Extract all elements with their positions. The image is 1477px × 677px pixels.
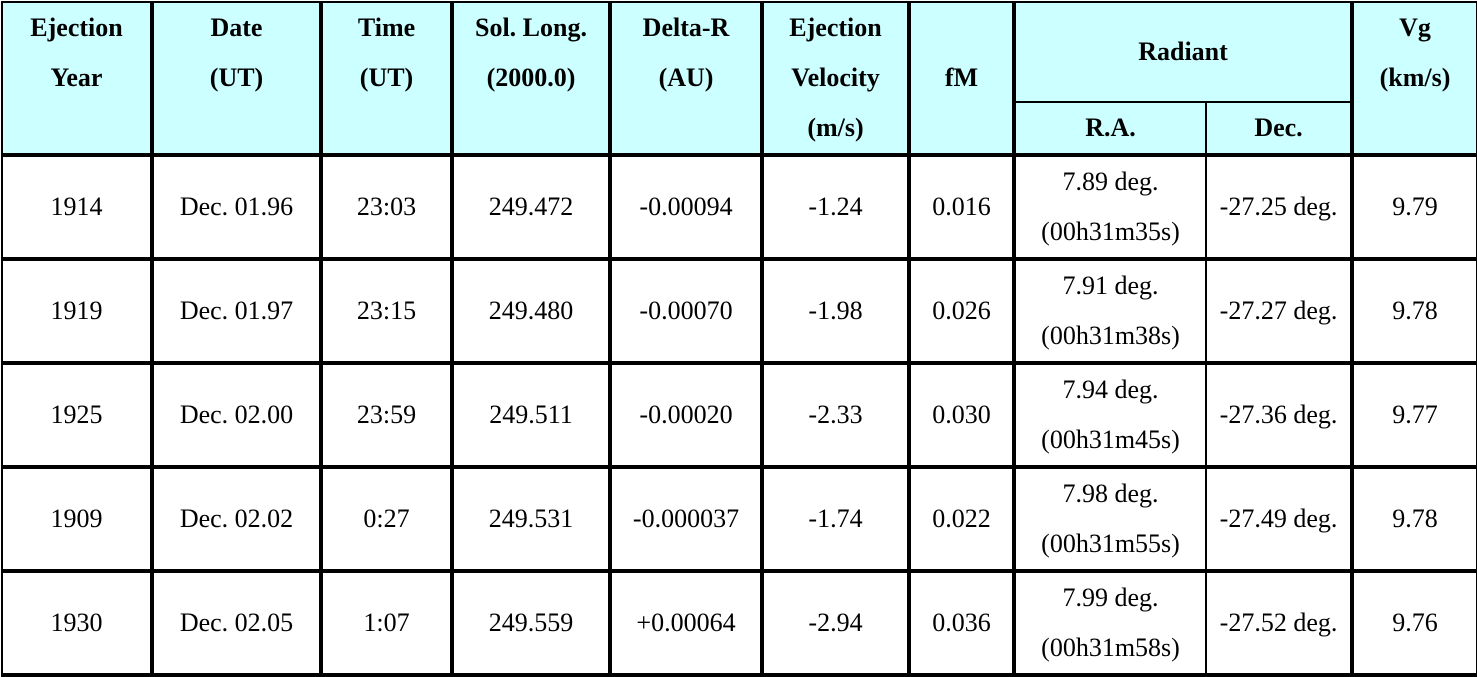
cell-velocity: -1.24 bbox=[761, 154, 911, 261]
cell-time: 23:15 bbox=[320, 258, 454, 365]
cell-dec: -27.52 deg. bbox=[1204, 570, 1355, 677]
table-row: 1919 Dec. 01.97 23:15 249.480 -0.00070 -… bbox=[1, 258, 1477, 365]
table-row: 1930 Dec. 02.05 1:07 249.559 +0.00064 -2… bbox=[1, 570, 1477, 677]
cell-sol-long: 249.511 bbox=[451, 362, 612, 469]
cell-time: 23:59 bbox=[320, 362, 454, 469]
header-ejection-velocity: Ejection Velocity (m/s) bbox=[761, 1, 911, 157]
cell-ra: 7.94 deg. (00h31m45s) bbox=[1013, 362, 1207, 469]
cell-fm: 0.036 bbox=[908, 570, 1016, 677]
cell-dec: -27.36 deg. bbox=[1204, 362, 1355, 469]
cell-date: Dec. 02.00 bbox=[151, 362, 323, 469]
cell-dec: -27.25 deg. bbox=[1204, 154, 1355, 261]
cell-ra: 7.99 deg. (00h31m58s) bbox=[1013, 570, 1207, 677]
cell-year: 1914 bbox=[1, 154, 154, 261]
cell-date: Dec. 02.05 bbox=[151, 570, 323, 677]
header-fm: fM bbox=[908, 1, 1016, 157]
header-sol-long: Sol. Long. (2000.0) bbox=[451, 1, 612, 157]
cell-ra: 7.89 deg. (00h31m35s) bbox=[1013, 154, 1207, 261]
cell-date: Dec. 02.02 bbox=[151, 466, 323, 573]
cell-sol-long: 249.472 bbox=[451, 154, 612, 261]
cell-velocity: -2.33 bbox=[761, 362, 911, 469]
cell-velocity: -2.94 bbox=[761, 570, 911, 677]
cell-date: Dec. 01.96 bbox=[151, 154, 323, 261]
cell-dec: -27.27 deg. bbox=[1204, 258, 1355, 365]
cell-fm: 0.016 bbox=[908, 154, 1016, 261]
cell-vg: 9.78 bbox=[1351, 258, 1477, 365]
cell-delta-r: -0.00070 bbox=[609, 258, 764, 365]
header-vg: Vg (km/s) bbox=[1351, 1, 1477, 157]
cell-vg: 9.78 bbox=[1351, 466, 1477, 573]
cell-delta-r: -0.000037 bbox=[609, 466, 764, 573]
cell-sol-long: 249.480 bbox=[451, 258, 612, 365]
cell-time: 1:07 bbox=[320, 570, 454, 677]
header-dec: Dec. bbox=[1204, 100, 1355, 158]
cell-sol-long: 249.531 bbox=[451, 466, 612, 573]
header-delta-r: Delta-R (AU) bbox=[609, 1, 764, 157]
cell-vg: 9.76 bbox=[1351, 570, 1477, 677]
cell-velocity: -1.74 bbox=[761, 466, 911, 573]
cell-vg: 9.79 bbox=[1351, 154, 1477, 261]
cell-year: 1930 bbox=[1, 570, 154, 677]
cell-delta-r: +0.00064 bbox=[609, 570, 764, 677]
header-date: Date (UT) bbox=[151, 1, 323, 157]
cell-ra: 7.91 deg. (00h31m38s) bbox=[1013, 258, 1207, 365]
header-radiant: Radiant bbox=[1012, 1, 1355, 103]
cell-time: 23:03 bbox=[320, 154, 454, 261]
header-ejection-year: Ejection Year bbox=[1, 1, 154, 157]
cell-year: 1919 bbox=[1, 258, 154, 365]
table-row: 1909 Dec. 02.02 0:27 249.531 -0.000037 -… bbox=[1, 466, 1477, 573]
cell-velocity: -1.98 bbox=[761, 258, 911, 365]
cell-dec: -27.49 deg. bbox=[1204, 466, 1355, 573]
cell-vg: 9.77 bbox=[1351, 362, 1477, 469]
cell-fm: 0.030 bbox=[908, 362, 1016, 469]
table-row: 1925 Dec. 02.00 23:59 249.511 -0.00020 -… bbox=[1, 362, 1477, 469]
cell-sol-long: 249.559 bbox=[451, 570, 612, 677]
cell-delta-r: -0.00020 bbox=[609, 362, 764, 469]
table-row: 1914 Dec. 01.96 23:03 249.472 -0.00094 -… bbox=[1, 154, 1477, 261]
cell-year: 1909 bbox=[1, 466, 154, 573]
cell-fm: 0.026 bbox=[908, 258, 1016, 365]
cell-fm: 0.022 bbox=[908, 466, 1016, 573]
cell-date: Dec. 01.97 bbox=[151, 258, 323, 365]
cell-delta-r: -0.00094 bbox=[609, 154, 764, 261]
cell-ra: 7.98 deg. (00h31m55s) bbox=[1013, 466, 1207, 573]
header-time: Time (UT) bbox=[320, 1, 454, 157]
cell-year: 1925 bbox=[1, 362, 154, 469]
cell-time: 0:27 bbox=[320, 466, 454, 573]
header-ra: R.A. bbox=[1013, 100, 1207, 158]
